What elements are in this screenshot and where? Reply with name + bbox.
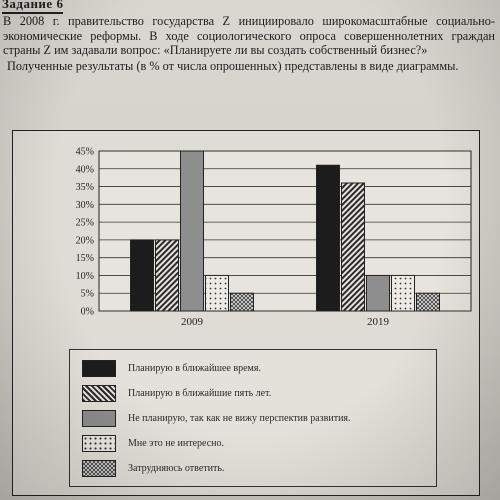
- y-tick-label: 30%: [76, 200, 94, 211]
- task-text: В 2008 г. правительство государства Z ин…: [3, 14, 495, 73]
- y-tick-label: 10%: [76, 271, 94, 282]
- chart-frame: 0% 5% 10% 15% 20% 25% 30% 35% 40% 45% 2009 2019 Пл…: [12, 130, 480, 496]
- bar: [180, 150, 204, 312]
- legend-item: Планирую в ближайшее время.: [82, 358, 261, 378]
- bar-chart: 0% 5% 10% 15% 20% 25% 30% 35% 40% 45% 2009 2019: [76, 147, 472, 328]
- y-tick-label: 15%: [76, 253, 94, 264]
- legend-swatch-checker: [82, 459, 116, 477]
- legend-label: Планирую в ближайшее время.: [128, 362, 261, 374]
- x-category-label: 2009: [181, 316, 204, 328]
- y-tick-label: 45%: [76, 147, 94, 158]
- legend-swatch-dots: [82, 434, 116, 452]
- bar: [416, 292, 440, 312]
- legend-item: Мне это не интересно.: [82, 433, 224, 453]
- y-tick-label: 25%: [76, 218, 94, 229]
- legend-item: Не планирую, так как не вижу перспектив …: [82, 408, 351, 428]
- bar: [316, 164, 340, 312]
- x-axis-categories: 2009 2019: [181, 316, 390, 328]
- task-number-label: Задание 6: [2, 0, 64, 14]
- legend-item: Планирую в ближайшие пять лет.: [82, 383, 271, 403]
- bar: [205, 274, 229, 312]
- legend-label: Затрудняюсь ответить.: [128, 462, 225, 474]
- bar: [230, 292, 254, 312]
- grid-lines: [98, 150, 472, 312]
- legend: Планирую в ближайшее время. Планирую в б…: [69, 349, 437, 487]
- results-note: Полученные результаты (в % от числа опро…: [7, 58, 459, 73]
- bar: [130, 239, 154, 312]
- legend-label: Мне это не интересно.: [128, 437, 224, 449]
- legend-swatch-solid-dark: [82, 359, 116, 377]
- plot-area: [98, 150, 472, 312]
- legend-label: Не планирую, так как не вижу перспектив …: [128, 412, 351, 424]
- bar: [341, 182, 365, 312]
- bars: [130, 150, 440, 312]
- bar: [155, 239, 179, 312]
- legend-item: Затрудняюсь ответить.: [82, 458, 224, 478]
- bar: [366, 274, 390, 312]
- y-tick-label: 40%: [76, 164, 94, 175]
- legend-label: Планирую в ближайшие пять лет.: [128, 387, 272, 399]
- legend-swatch-diagonal: [82, 384, 116, 402]
- y-axis-ticks: 0% 5% 10% 15% 20% 25% 30% 35% 40% 45%: [76, 147, 94, 318]
- y-tick-label: 35%: [76, 182, 94, 193]
- y-tick-label: 20%: [76, 235, 94, 246]
- y-tick-label: 5%: [81, 289, 94, 300]
- question-paragraph: В 2008 г. правительство государства Z ин…: [3, 14, 495, 58]
- bar: [391, 274, 415, 312]
- x-category-label: 2019: [367, 316, 390, 328]
- legend-swatch-solid-gray: [82, 409, 116, 427]
- y-tick-label: 0%: [81, 307, 94, 318]
